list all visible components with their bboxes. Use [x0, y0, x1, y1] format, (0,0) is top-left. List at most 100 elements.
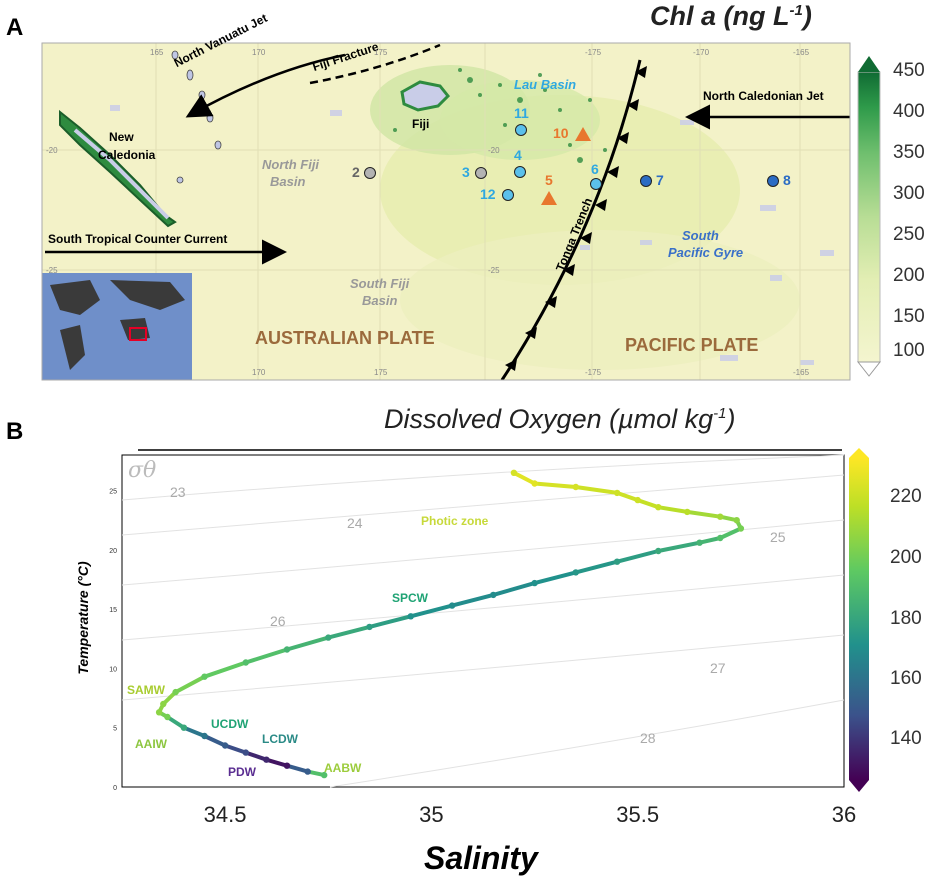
isopycnal-label-25: 25	[770, 529, 786, 545]
ts-profile-segment	[511, 470, 537, 486]
label-new-caledonia-1: New	[109, 130, 134, 144]
x-tick-label: 34.5	[204, 802, 247, 827]
lon-tick-m165-bottom: -165	[793, 368, 810, 377]
ts-data-point	[448, 602, 456, 609]
ts-data-point	[201, 732, 208, 740]
isopycnal-curve-26	[121, 574, 845, 641]
label-lau-basin: Lau Basin	[514, 77, 577, 92]
world-map-inset	[42, 273, 192, 380]
ts-profile-segment	[305, 769, 327, 778]
station-11-label: 11	[514, 105, 529, 121]
ts-data-point	[407, 613, 414, 620]
lat-tick-m20-mid: -20	[488, 146, 500, 155]
ts-profile-segment	[173, 674, 207, 695]
chl-tick-150: 150	[893, 306, 925, 327]
lon-tick-165-top: 165	[150, 48, 164, 57]
station-6-marker	[590, 178, 602, 190]
y-tick-label: 5	[113, 726, 117, 733]
ts-profile-segment	[165, 715, 186, 730]
x-axis-label: Salinity	[424, 840, 538, 876]
wm-lcdw: LCDW	[262, 732, 298, 746]
label-south-fiji-basin-2: Basin	[362, 293, 398, 308]
lon-tick-m165-top: -165	[793, 48, 810, 57]
lon-tick-m175-top: -175	[585, 48, 602, 57]
ts-data-point	[242, 749, 249, 756]
isopycnal-label-26: 26	[270, 613, 286, 629]
ts-profile-segment	[718, 526, 743, 540]
ts-profile-segment	[367, 614, 413, 629]
station-5-label: 5	[545, 172, 553, 188]
lon-tick-m170-top: -170	[693, 48, 710, 57]
label-stcc: South Tropical Counter Current	[48, 232, 228, 246]
ox-tick-220: 220	[890, 486, 922, 507]
station-10-marker	[575, 127, 591, 141]
station-7-label: 7	[656, 172, 664, 188]
x-tick-label: 35.5	[616, 802, 659, 827]
ts-data-point	[283, 762, 291, 769]
ts-profile-segment	[223, 743, 248, 755]
ts-profile-segment	[718, 514, 739, 523]
ts-data-point	[201, 673, 208, 680]
ts-data-point	[366, 623, 373, 631]
ts-profile-segment	[656, 505, 690, 514]
ts-profile-segment	[656, 540, 702, 553]
ts-data-point	[572, 483, 579, 491]
wm-samw: SAMW	[127, 683, 165, 697]
station-12-marker	[502, 189, 514, 201]
ts-profile-segment	[161, 690, 178, 706]
isopycnal-curve-23	[121, 454, 845, 501]
fiji-island	[400, 80, 451, 112]
ts-data-point	[283, 646, 291, 653]
ts-profile-segment	[202, 660, 248, 679]
ts-data-point	[613, 489, 621, 497]
ts-profile-segment	[408, 603, 455, 619]
isopycnal-curve-27	[121, 634, 845, 701]
station-6-label: 6	[591, 161, 599, 177]
y-tick-label: 15	[109, 607, 117, 614]
chl-tick-300: 300	[893, 183, 925, 204]
sigma-theta-label: σθ	[128, 458, 157, 483]
station-2-label: 2	[352, 164, 360, 180]
label-south-pacific-gyre-1: South	[682, 228, 719, 243]
wm-spcw: SPCW	[392, 591, 428, 605]
ts-axis-ticks: 34.5 35 35.5 36 0 5 10 15 20 25	[109, 489, 856, 827]
x-tick-label: 36	[832, 802, 856, 827]
ts-data-point	[531, 579, 538, 587]
y-axis-label: Temperature (°C)	[75, 561, 91, 675]
lon-tick-m175-bottom: -175	[585, 368, 602, 377]
ts-profile-segment	[532, 570, 578, 586]
ox-tick-160: 160	[890, 668, 922, 689]
isopycnal-label-28: 28	[640, 730, 656, 746]
ts-data-point	[655, 504, 662, 511]
label-fiji-fracture: Fiji Fracture	[310, 39, 381, 74]
ts-data-point	[304, 768, 311, 775]
isopycnal-curve-25	[121, 519, 845, 586]
ts-data-point	[717, 534, 724, 542]
ox-tick-140: 140	[890, 728, 922, 749]
panel-a-letter: A	[6, 14, 24, 41]
ox-tick-180: 180	[890, 608, 922, 629]
label-pacific-plate: PACIFIC PLATE	[625, 335, 759, 355]
y-tick-label: 0	[113, 785, 117, 792]
vanuatu-islands	[171, 50, 222, 184]
panel-b-letter: B	[6, 418, 24, 445]
ts-data-point	[737, 525, 745, 532]
chl-tick-100: 100	[893, 340, 925, 361]
label-new-caledonia-2: Caledonia	[98, 148, 156, 162]
ts-profile-segment	[635, 498, 661, 510]
label-north-vanuatu-jet: North Vanuatu Jet	[171, 10, 270, 70]
ts-profile-segment	[573, 559, 620, 575]
label-north-caledonian-jet: North Caledonian Jet	[703, 89, 824, 103]
ts-data-point	[655, 547, 662, 555]
ts-profile-segment	[326, 624, 372, 640]
x-tick-label: 35	[419, 802, 443, 827]
ts-data-point	[696, 539, 703, 546]
ts-data-point	[155, 709, 163, 716]
label-south-pacific-gyre-2: Pacific Gyre	[668, 245, 744, 260]
ts-data-point	[325, 634, 332, 641]
ts-data-point	[510, 469, 518, 476]
ts-profile-segment	[734, 518, 743, 531]
ts-data-point	[634, 496, 641, 504]
